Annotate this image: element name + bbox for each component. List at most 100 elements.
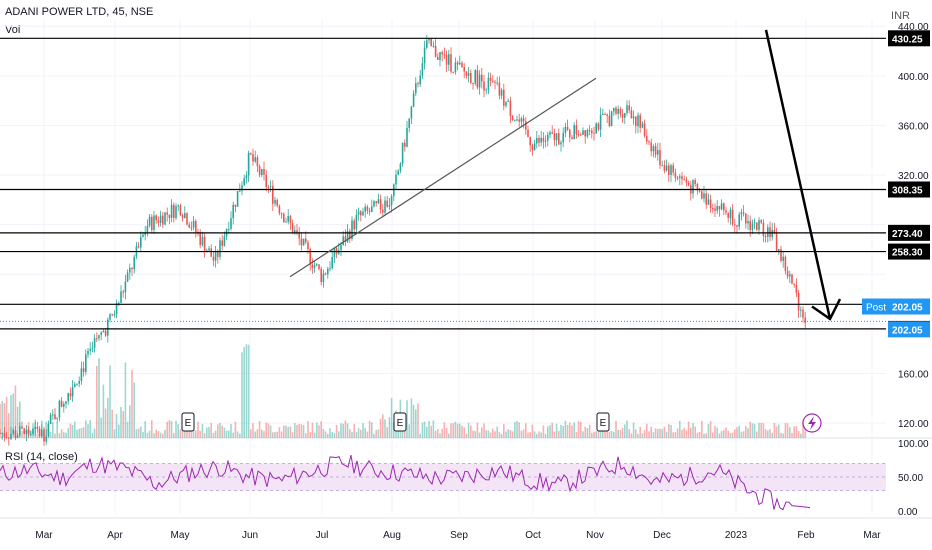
volume-bar (342, 423, 344, 438)
rsi-label: RSI (14, close) (5, 451, 78, 463)
volume-bar (54, 433, 56, 438)
candle-body (789, 274, 791, 277)
volume-bar (113, 429, 116, 438)
volume-bar (481, 427, 483, 438)
volume-bar (652, 432, 655, 438)
candle-body (276, 200, 278, 206)
volume-bar (747, 428, 749, 438)
tag-bg (888, 243, 930, 260)
volume-bar (760, 422, 762, 438)
candle-body (313, 265, 316, 268)
volume-bar (265, 422, 267, 438)
volume-bar (294, 422, 296, 438)
volume-bar (410, 398, 413, 438)
volume-bar (516, 420, 518, 438)
volume-bar (142, 432, 144, 438)
candle-body (395, 174, 397, 185)
volume-bar (610, 430, 613, 438)
volume-bar (89, 420, 91, 438)
volume-bar (234, 421, 237, 438)
candle-body (738, 214, 740, 227)
volume-bar (335, 425, 338, 438)
candle-body (703, 193, 705, 199)
volume-bar (16, 406, 19, 438)
candle-body (74, 384, 76, 387)
candle-body (120, 291, 122, 303)
horizontal-levels (0, 37, 886, 330)
candle-body (408, 118, 410, 128)
volume-bar (643, 430, 646, 438)
candle-body (307, 242, 309, 250)
volume-bar (426, 426, 428, 438)
volume-bar (91, 432, 94, 438)
candle-body (111, 314, 113, 316)
volume-bar (243, 347, 245, 438)
volume-bar (725, 427, 727, 438)
candle-body (93, 338, 96, 348)
candle-body (109, 314, 111, 320)
candle-body (714, 208, 716, 211)
volume-bar (197, 421, 199, 438)
volume-bar (122, 411, 124, 438)
candle-body (782, 256, 784, 261)
candle-body (705, 193, 707, 205)
time-tick: Mar (863, 530, 881, 541)
forecast-arrow-head (811, 298, 842, 321)
volume-bar (703, 433, 705, 438)
volume-bar (467, 422, 470, 438)
volume-bar (8, 413, 10, 438)
volume-bar (146, 432, 149, 438)
volume-bar (100, 417, 102, 438)
candle-body (375, 201, 377, 204)
volume-bar (507, 429, 509, 438)
candle-body (758, 220, 760, 230)
volume-bar (274, 431, 276, 438)
candle-body (41, 429, 43, 437)
candle-body (379, 199, 382, 210)
candle-body (681, 176, 683, 180)
volume-bar (773, 422, 776, 438)
volume-bar (580, 421, 582, 438)
candle-body (107, 319, 109, 336)
volume-bar (731, 432, 734, 438)
volume-bar (223, 427, 226, 438)
candle-body (331, 257, 333, 269)
volume-bar (408, 424, 410, 438)
candle-body (498, 82, 501, 96)
candle-body (443, 54, 446, 56)
volume-bar (566, 424, 569, 438)
trendline (289, 77, 597, 278)
candle-body (485, 89, 487, 91)
volume-bar (228, 430, 230, 438)
volume-bar (575, 432, 578, 438)
volume-bar (690, 427, 692, 438)
volume-bar (613, 431, 615, 438)
rsi-tick: 100.00 (898, 439, 929, 450)
tag-text: 273.40 (892, 229, 923, 240)
candle-body (221, 240, 223, 246)
volume-bar (441, 428, 443, 438)
candle-body (329, 268, 331, 270)
candle-body (316, 264, 318, 266)
currency-label: INR (891, 10, 910, 22)
candle-body (476, 70, 479, 88)
candle-body (362, 211, 364, 216)
volume-bar (225, 430, 228, 438)
candle-body (701, 191, 703, 199)
volume-bar (80, 428, 83, 438)
candle-body (602, 113, 604, 115)
candle-body (518, 119, 520, 122)
volume-bar (540, 432, 542, 438)
candle-body (745, 213, 747, 224)
candle-body (465, 71, 468, 76)
candle-body (256, 157, 259, 167)
chart-symbol-title: ADANI POWER LTD, 45, NSE (5, 6, 154, 18)
volume-bar (360, 429, 362, 438)
level-tag-258.30: 258.30 (888, 243, 930, 260)
candle-body (355, 214, 358, 230)
volume-bar (734, 429, 736, 438)
candle-body (360, 211, 362, 216)
candle-body (58, 400, 61, 418)
volume-bar (272, 432, 274, 438)
